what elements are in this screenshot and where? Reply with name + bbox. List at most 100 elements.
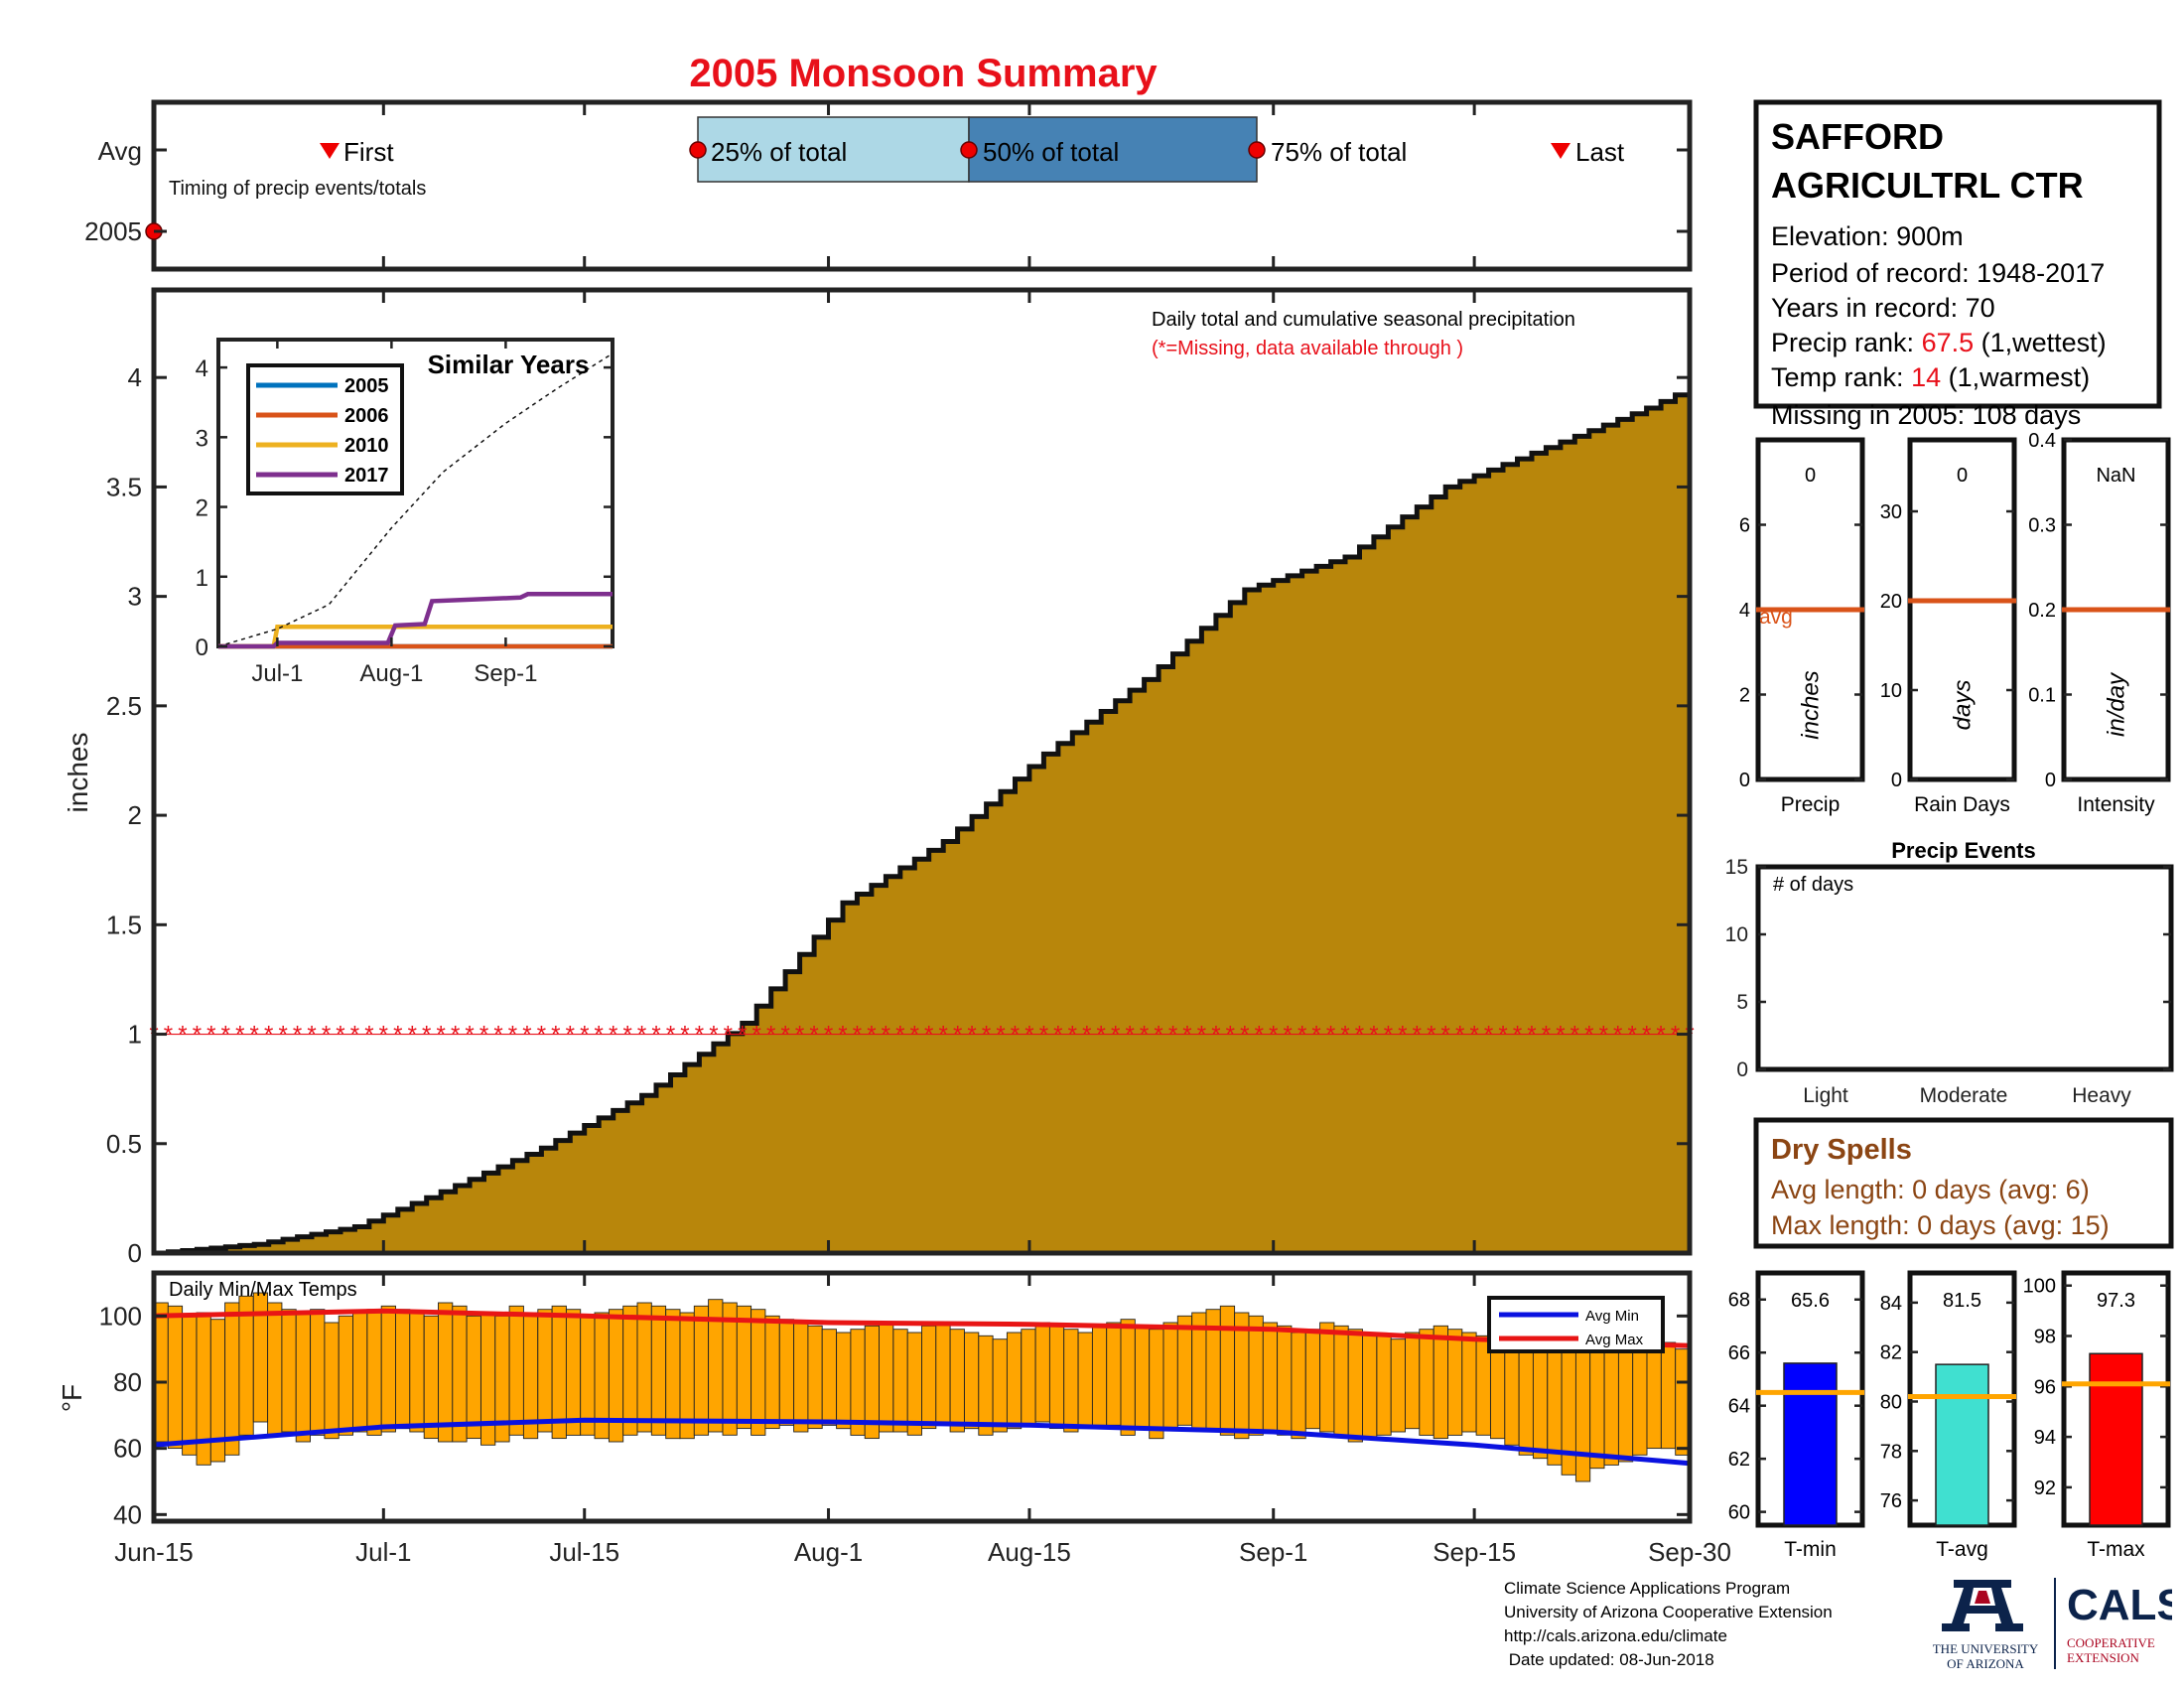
daily-temp-range-bar [267, 1302, 283, 1436]
timing-50-label: 50% of total [983, 137, 1119, 167]
daily-temp-range-bar [964, 1332, 980, 1430]
daily-temp-range-bar [324, 1322, 340, 1440]
date-tick-label: Jul-15 [549, 1537, 619, 1567]
daily-temp-range-bar [636, 1302, 652, 1433]
temp-stat-bar [1783, 1362, 1838, 1526]
daily-temp-range-bar [1077, 1332, 1093, 1430]
daily-temp-range-bar [949, 1329, 965, 1433]
temp-stat-value-label: 97.3 [2097, 1290, 2135, 1312]
daily-temp-range-bar [1021, 1329, 1036, 1426]
daily-temp-range-bar [850, 1329, 866, 1436]
dry-spells-avg: Avg length: 0 days (avg: 6) [1771, 1175, 2090, 1204]
daily-temp-range-bar [537, 1309, 553, 1433]
daily-temp-range-bar [1646, 1344, 1662, 1450]
daily-temp-range-bar [879, 1322, 894, 1433]
temp-stat-y-tick-label: 96 [2034, 1376, 2056, 1398]
cals-logo-text: CALS [2067, 1581, 2172, 1629]
inset-legend-label: 2005 [344, 375, 389, 397]
precip-ylabel: inches [63, 733, 93, 813]
temp-stat-y-tick-label: 100 [2023, 1276, 2056, 1298]
temp-stat-bar [1935, 1363, 1989, 1526]
average-cumulative-line [217, 352, 614, 647]
footer-line-university: University of Arizona Cooperative Extens… [1504, 1603, 1833, 1621]
daily-temp-range-bar [992, 1338, 1008, 1433]
daily-temp-range-bar [1574, 1335, 1591, 1482]
ua-logo-line1: THE UNIVERSITY [1933, 1641, 2039, 1656]
daily-temp-range-bar [1048, 1325, 1065, 1430]
stat-unit-label: days [1950, 680, 1977, 731]
stat-panel-intensity: 0 0.1 0.2 0.3 0.4 NaN Intensity in/day [2028, 430, 2171, 816]
daily-temp-range-bar [1234, 1312, 1250, 1440]
dry-spells-max: Max length: 0 days (avg: 15) [1771, 1210, 2110, 1240]
inset-x-tick-label: Aug-1 [359, 660, 423, 687]
daily-temp-range-bar [1248, 1315, 1264, 1436]
date-tick-label: Jul-1 [355, 1537, 411, 1567]
events-y-tick-label: 15 [1725, 856, 1748, 879]
precip-caption: Daily total and cumulative seasonal prec… [1152, 309, 1575, 331]
daily-temp-range-bar [1518, 1335, 1534, 1456]
daily-temp-range-bar [1362, 1332, 1378, 1440]
temp-stat-y-tick-label: 76 [1880, 1490, 1902, 1512]
stat-value-label: 0 [1957, 465, 1968, 487]
temp-stat-category-label: T-min [1784, 1538, 1837, 1561]
daily-temp-range-bar [1433, 1325, 1448, 1440]
date-tick-label: Sep-30 [1648, 1537, 1731, 1567]
stat-y-tick-label: 0 [2045, 770, 2056, 791]
temps-legend-box [1487, 1296, 1665, 1353]
avg-max-legend-label: Avg Max [1585, 1332, 1644, 1348]
stat-y-tick-label: 6 [1739, 515, 1750, 537]
events-category-label: Heavy [2072, 1084, 2131, 1107]
footer-line-date: Date updated: 08-Jun-2018 [1504, 1650, 1714, 1669]
footer-line-url[interactable]: http://cals.arizona.edu/climate [1504, 1626, 1727, 1645]
daily-temp-range-bar [281, 1309, 297, 1433]
stat-y-tick-label: 2 [1739, 685, 1750, 707]
daily-temp-range-bar [295, 1312, 311, 1443]
daily-temp-range-bar [395, 1309, 411, 1430]
temp-stat-y-tick-label: 80 [1880, 1391, 1902, 1413]
date-tick-label: Aug-15 [988, 1537, 1071, 1567]
daily-temp-range-bar [310, 1309, 326, 1436]
inset-y-tick-label: 0 [196, 634, 208, 661]
stat-panel-rain-days: 0 10 20 30 0 Rain Days days [1880, 437, 2017, 816]
daily-temp-range-bar [650, 1305, 667, 1436]
y-tick-label: 3 [128, 582, 142, 612]
station-period: Period of record: 1948-2017 [1771, 258, 2105, 288]
inset-x-tick-label: Jul-1 [251, 660, 303, 687]
temp-stat-category-label: T-avg [1936, 1538, 1988, 1561]
precip-events-note: # of days [1773, 874, 1853, 896]
cals-cooperative-extension-logo: CALS COOPERATIVE EXTENSION [2054, 1578, 2172, 1669]
stat-y-tick-label: 4 [1739, 600, 1750, 622]
inset-y-tick-label: 4 [196, 355, 208, 382]
inset-y-tick-label: 2 [196, 495, 208, 522]
footer-line-program: Climate Science Applications Program [1504, 1579, 1791, 1598]
date-tick-label: Sep-1 [1239, 1537, 1307, 1567]
station-temp-rank: Temp rank: 14 (1,warmest) [1771, 362, 2090, 392]
daily-temp-range-bar [1006, 1332, 1023, 1430]
daily-temp-range-bar [1419, 1329, 1434, 1436]
timing-avg-label: Avg [98, 136, 142, 166]
daily-temp-range-bar [352, 1312, 368, 1433]
stat-value-label: 0 [1805, 465, 1816, 487]
stat-y-tick-label: 0.2 [2028, 600, 2056, 622]
station-missing: Missing in 2005: 108 days [1771, 400, 2081, 430]
timing-last-label: Last [1575, 137, 1625, 167]
stat-y-tick-label: 0 [1739, 770, 1750, 791]
y-tick-label: 2 [128, 800, 142, 830]
dry-spells-title: Dry Spells [1771, 1134, 1912, 1166]
similar-years-inset: 0 1 2 3 4 Jul-1 Aug-1 Sep-1 Similar Years 2005… [196, 338, 614, 687]
temp-stat-value-label: 81.5 [1943, 1290, 1981, 1312]
missing-note: (*=Missing, data available through ) [1152, 338, 1463, 359]
date-tick-label: Aug-1 [794, 1537, 863, 1567]
timing-25-label: 25% of total [711, 137, 847, 167]
y-tick-label: 4 [128, 362, 142, 392]
station-years: Years in record: 70 [1771, 293, 1995, 323]
last-marker-icon [1551, 143, 1570, 159]
first-marker-icon [320, 143, 340, 159]
stat-y-tick-label: 30 [1880, 501, 1902, 523]
daily-temp-range-bar [409, 1312, 425, 1433]
daily-temp-range-bar [1660, 1341, 1677, 1450]
timing-75-label: 75% of total [1271, 137, 1407, 167]
stat-panel-precip: 0 2 4 6 0 Precip inches avg [1739, 437, 1865, 816]
daily-temp-range-bar [935, 1322, 951, 1426]
